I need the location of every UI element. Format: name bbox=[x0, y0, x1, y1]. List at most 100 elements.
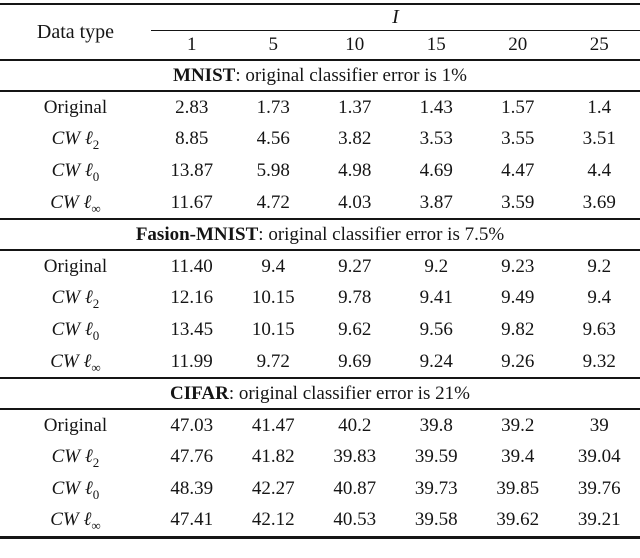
cell-value: 3.55 bbox=[501, 128, 535, 149]
cell-value: 40.53 bbox=[333, 509, 377, 531]
cell-value: 11.99 bbox=[170, 350, 213, 372]
cell-value: 2.83 bbox=[175, 96, 209, 118]
cell-value: 13.87 bbox=[170, 160, 214, 181]
cell-value: 1.4 bbox=[587, 96, 612, 118]
cell-value: 4.98 bbox=[338, 160, 372, 181]
row-label: CW ℓ2 bbox=[51, 128, 100, 152]
cell-value: 3.53 bbox=[419, 128, 453, 149]
cell-value: 41.82 bbox=[251, 446, 295, 467]
cell-value: 39.76 bbox=[577, 478, 621, 499]
cell-value: 39.2 bbox=[501, 414, 535, 436]
section-description: : original classifier error is 1% bbox=[235, 64, 467, 86]
cell-value: 40.87 bbox=[333, 478, 377, 499]
cell-value: 11.40 bbox=[170, 255, 213, 277]
cell-value: 9.49 bbox=[501, 287, 535, 308]
column-header: 20 bbox=[508, 33, 528, 55]
cell-value: 3.59 bbox=[501, 191, 535, 213]
table-row: Original 11.40 9.4 9.27 9.2 9.23 9.2 bbox=[0, 250, 640, 282]
cell-value: 4.47 bbox=[501, 160, 535, 181]
table-row: CW ℓ2 8.85 4.56 3.82 3.53 3.55 3.51 bbox=[0, 123, 640, 155]
cell-value: 47.76 bbox=[170, 446, 214, 467]
cell-value: 9.4 bbox=[587, 287, 612, 308]
cell-value: 39.04 bbox=[577, 446, 621, 467]
table-row: CW ℓ2 47.76 41.82 39.83 39.59 39.4 39.04 bbox=[0, 441, 640, 473]
row-label: CW ℓ∞ bbox=[50, 350, 101, 375]
cell-value: 40.2 bbox=[338, 414, 372, 436]
table-row: Original 2.83 1.73 1.37 1.43 1.57 1.4 bbox=[0, 91, 640, 123]
row-label: CW ℓ0 bbox=[51, 160, 100, 184]
cell-value: 9.62 bbox=[338, 319, 372, 340]
cell-value: 9.24 bbox=[419, 350, 453, 372]
cell-value: 9.2 bbox=[424, 255, 449, 277]
cell-value: 39.4 bbox=[501, 446, 535, 467]
cell-value: 47.03 bbox=[170, 414, 214, 436]
row-label: CW ℓ0 bbox=[51, 319, 100, 343]
cell-value: 5.98 bbox=[256, 160, 290, 181]
cell-value: 42.12 bbox=[251, 509, 295, 531]
row-label: CW ℓ0 bbox=[51, 478, 100, 502]
section-name: CIFAR bbox=[170, 382, 229, 404]
iteration-group-label: I bbox=[392, 5, 399, 28]
row-label: CW ℓ∞ bbox=[50, 509, 101, 534]
row-label: CW ℓ2 bbox=[51, 287, 100, 311]
row-label: Original bbox=[43, 414, 108, 436]
section-header-cifar: CIFAR: original classifier error is 21% bbox=[0, 377, 640, 410]
column-header: 25 bbox=[589, 33, 609, 55]
table-row: CW ℓ0 13.45 10.15 9.62 9.56 9.82 9.63 bbox=[0, 314, 640, 346]
cell-value: 3.69 bbox=[582, 191, 616, 213]
cell-value: 4.69 bbox=[419, 160, 453, 181]
table-row: CW ℓ∞ 11.99 9.72 9.69 9.24 9.26 9.32 bbox=[0, 346, 640, 378]
table-row: CW ℓ2 12.16 10.15 9.78 9.41 9.49 9.4 bbox=[0, 282, 640, 314]
column-header: 15 bbox=[426, 33, 446, 55]
cell-value: 39.85 bbox=[496, 478, 540, 499]
header-group-row: Data type I bbox=[0, 4, 640, 43]
cell-value: 4.03 bbox=[338, 191, 372, 213]
section-description: : original classifier error is 7.5% bbox=[258, 223, 505, 245]
table-row: CW ℓ∞ 47.41 42.12 40.53 39.58 39.62 39.2… bbox=[0, 505, 640, 537]
cell-value: 9.41 bbox=[419, 287, 453, 308]
cell-value: 1.37 bbox=[338, 96, 372, 118]
cell-value: 1.43 bbox=[419, 96, 453, 118]
table-row: CW ℓ∞ 11.67 4.72 4.03 3.87 3.59 3.69 bbox=[0, 187, 640, 219]
section-header-mnist: MNIST: original classifier error is 1% bbox=[0, 59, 640, 92]
corner-header: Data type bbox=[36, 20, 115, 43]
cell-value: 9.82 bbox=[501, 319, 535, 340]
cell-value: 42.27 bbox=[251, 478, 295, 499]
cell-value: 9.23 bbox=[501, 255, 535, 277]
row-label: CW ℓ2 bbox=[51, 446, 100, 470]
cell-value: 39.58 bbox=[414, 509, 458, 531]
cell-value: 9.27 bbox=[338, 255, 372, 277]
cell-value: 10.15 bbox=[251, 319, 295, 340]
cell-value: 12.16 bbox=[170, 287, 214, 308]
cell-value: 9.72 bbox=[256, 350, 290, 372]
cell-value: 39.59 bbox=[414, 446, 458, 467]
column-header: 1 bbox=[186, 33, 197, 55]
cell-value: 3.51 bbox=[582, 128, 616, 149]
section-header-fasion-mnist: Fasion-MNIST: original classifier error … bbox=[0, 218, 640, 251]
row-label: Original bbox=[43, 255, 108, 277]
cell-value: 39.62 bbox=[496, 509, 540, 531]
cell-value: 3.87 bbox=[419, 191, 453, 213]
cell-value: 39.73 bbox=[414, 478, 458, 499]
table-row: CW ℓ0 48.39 42.27 40.87 39.73 39.85 39.7… bbox=[0, 473, 640, 505]
cell-value: 9.32 bbox=[582, 350, 616, 372]
cell-value: 1.73 bbox=[256, 96, 290, 118]
cell-value: 39.83 bbox=[333, 446, 377, 467]
cell-value: 9.63 bbox=[582, 319, 616, 340]
cell-value: 9.4 bbox=[261, 255, 286, 277]
cell-value: 9.56 bbox=[419, 319, 453, 340]
cell-value: 41.47 bbox=[251, 414, 295, 436]
cell-value: 11.67 bbox=[170, 191, 213, 213]
cell-value: 4.4 bbox=[587, 160, 612, 181]
column-header: 5 bbox=[268, 33, 278, 55]
cell-value: 9.78 bbox=[338, 287, 372, 308]
cell-value: 48.39 bbox=[170, 478, 214, 499]
section-name: MNIST bbox=[173, 64, 236, 86]
cell-value: 13.45 bbox=[170, 319, 214, 340]
table-row: CW ℓ0 13.87 5.98 4.98 4.69 4.47 4.4 bbox=[0, 155, 640, 187]
cell-value: 39.8 bbox=[419, 414, 453, 436]
cell-value: 9.2 bbox=[587, 255, 612, 277]
cell-value: 10.15 bbox=[251, 287, 295, 308]
section-description: : original classifier error is 21% bbox=[228, 382, 470, 404]
